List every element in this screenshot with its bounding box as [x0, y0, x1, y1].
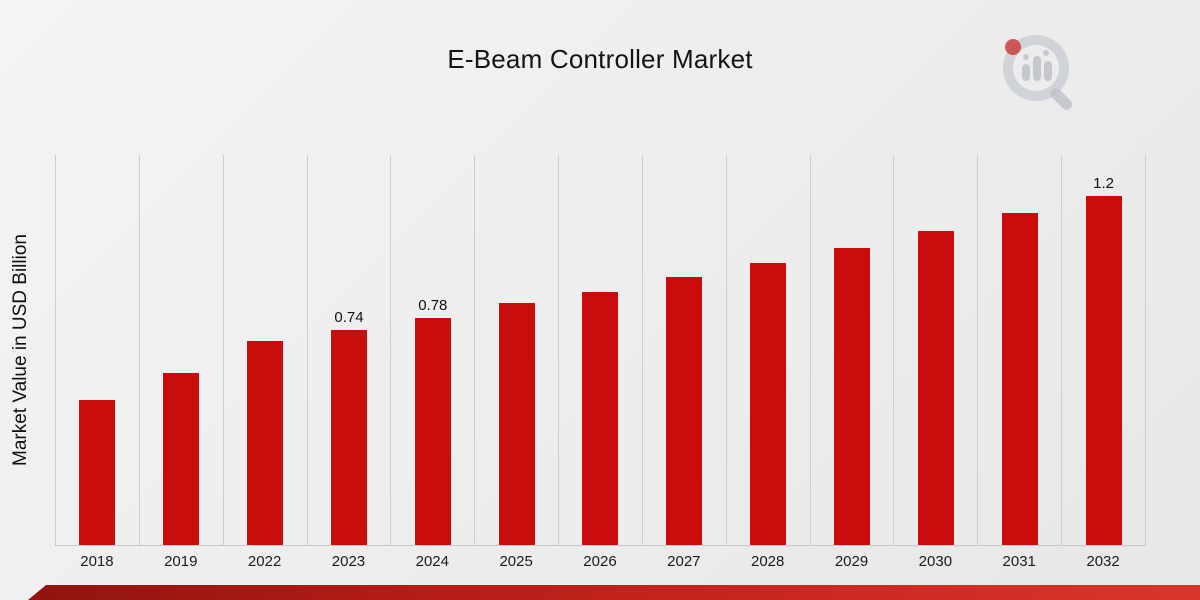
bar-2026	[582, 291, 619, 545]
plot-area: 0.74 0.78 1.2	[55, 155, 1146, 546]
x-tick-label: 2029	[834, 553, 869, 570]
grid-cell	[727, 155, 811, 545]
grid-cell	[475, 155, 560, 545]
x-tick-label: 2026	[583, 553, 617, 570]
bar-2030	[917, 230, 954, 545]
bar-2018	[79, 399, 116, 545]
grid-cell	[559, 155, 643, 545]
grid-cell	[224, 155, 308, 545]
footer-ribbon	[28, 585, 1200, 600]
brand-logo	[988, 26, 1098, 118]
chart-title: E-Beam Controller Market	[447, 44, 753, 74]
grid-cell: 0.78	[391, 155, 476, 545]
x-tick-label: 2023	[331, 553, 366, 570]
bar-2024: 0.78	[414, 297, 451, 545]
grid-cell	[643, 155, 727, 545]
grid-cell	[894, 155, 979, 545]
grid-cell	[978, 155, 1063, 545]
x-tick-label: 2019	[164, 553, 198, 570]
x-tick-label: 2024	[415, 553, 449, 570]
bar-value-label: 0.74	[334, 308, 364, 326]
x-tick-label: 2018	[80, 553, 114, 570]
x-tick-label: 2025	[499, 553, 533, 570]
y-axis-label: Market Value in USD Billion	[10, 234, 31, 466]
x-tick-label: 2032	[1086, 553, 1120, 570]
x-tick-label: 2030	[918, 553, 953, 570]
x-tick-label: 2027	[667, 553, 701, 570]
y-axis-label-wrap: Market Value in USD Billion	[0, 155, 42, 545]
x-tick-label: 2031	[1002, 553, 1036, 570]
x-tick-label: 2028	[750, 553, 785, 570]
bar-2029	[834, 248, 871, 545]
bar-2019	[163, 373, 200, 545]
magnifier-bar-chart-icon	[1003, 35, 1073, 110]
grid-cell	[56, 155, 140, 545]
bar-2023: 0.74	[330, 309, 367, 545]
x-axis: 2018 2019 2022 2023 2024 2025 2026 2027 2028 2029…	[55, 553, 1145, 570]
x-tick-label: 2022	[247, 553, 282, 570]
grid-cell	[140, 155, 224, 545]
bar-2032: 1.2	[1085, 175, 1122, 545]
bar-2025	[498, 303, 535, 545]
grid-cell	[811, 155, 895, 545]
grid-cell: 1.2	[1062, 155, 1146, 545]
bar-2027	[666, 277, 703, 545]
bar-2031	[1001, 213, 1038, 545]
grid-cell: 0.74	[308, 155, 392, 545]
bar-2028	[750, 262, 787, 545]
bar-value-label: 0.78	[418, 296, 448, 314]
bar-2022	[247, 341, 284, 545]
bar-value-label: 1.2	[1093, 174, 1114, 192]
